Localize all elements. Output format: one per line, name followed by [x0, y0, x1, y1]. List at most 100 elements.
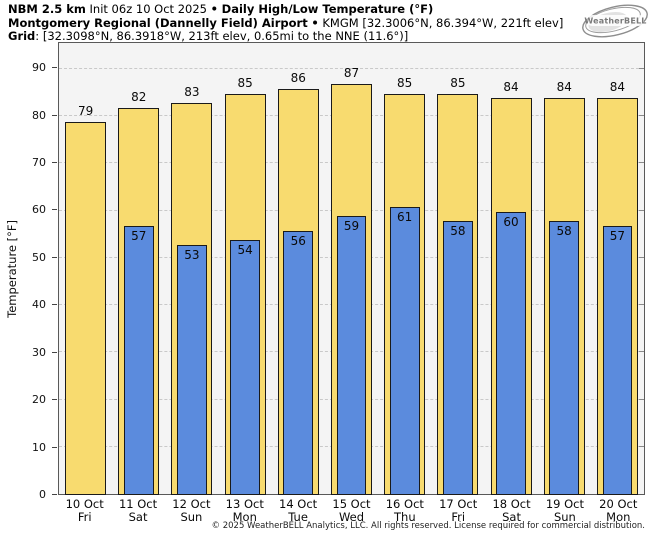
day-slot: 85 54	[219, 43, 272, 495]
y-tick-mark	[52, 351, 57, 353]
y-tick-mark	[52, 114, 57, 116]
x-tick-date: 20 Oct	[599, 497, 638, 511]
high-value-label: 86	[290, 70, 306, 85]
high-value-label: 83	[184, 85, 200, 100]
low-value-label: 57	[609, 228, 626, 243]
grid-line: Grid: [32.3098°N, 86.3918°W, 213ft elev,…	[8, 29, 563, 44]
x-axis: 10 Oct Fri 11 Oct Sat 12 Oct Sun 13 Oct Mon 14 O…	[58, 498, 645, 523]
low-bar: 61	[389, 206, 420, 495]
y-tick-label: 30	[32, 345, 46, 359]
footer: © 2025 WeatherBELL Analytics, LLC. All r…	[212, 521, 645, 531]
low-bar: 60	[496, 211, 526, 495]
x-tick-date: 19 Oct	[545, 497, 584, 511]
y-tick-mark	[52, 67, 57, 69]
low-value-label: 57	[131, 228, 147, 243]
day-slot: 85 61	[378, 43, 431, 495]
product-title: Daily High/Low Temperature (°F)	[221, 2, 434, 16]
logo-swirl-inner	[585, 6, 641, 34]
low-bar: 54	[230, 239, 260, 495]
right-tick-mark	[639, 304, 644, 306]
weatherbell-logo-text: WeatherBELL	[584, 17, 646, 26]
high-value-label: 84	[609, 80, 626, 95]
day-slot: 87 59	[325, 43, 378, 495]
high-value-label: 85	[237, 75, 253, 90]
low-value-label: 54	[237, 242, 253, 257]
right-tick-mark	[639, 256, 644, 258]
station-name: Montgomery Regional (Dannelly Field) Air…	[8, 15, 308, 30]
right-tick-mark	[639, 67, 644, 69]
y-tick-label: 90	[32, 61, 46, 75]
x-tick-date: 12 Oct	[172, 497, 211, 511]
copyright: © 2025 WeatherBELL Analytics, LLC. All r…	[211, 521, 645, 531]
weatherbell-logo: WeatherBELL	[582, 4, 648, 38]
high-value-label: 79	[77, 103, 94, 118]
x-axis-label: 18 Oct Sat	[485, 498, 538, 523]
x-axis-label: 13 Oct Mon	[218, 498, 271, 523]
x-tick-day: Sat	[502, 509, 521, 524]
x-axis-label: 11 Oct Sat	[111, 498, 164, 523]
day-slot: 82 57	[112, 43, 165, 495]
right-tick-mark	[639, 115, 644, 117]
x-axis-label: 20 Oct Mon	[592, 498, 645, 523]
high-value-label: 87	[343, 66, 360, 81]
y-tick-mark	[52, 161, 57, 163]
low-bar: 57	[123, 225, 154, 495]
high-value-label: 84	[503, 80, 519, 95]
x-tick-day: Sat	[128, 509, 148, 524]
low-value-label: 58	[556, 224, 572, 239]
x-tick-day: Fri	[451, 509, 466, 524]
high-value-label: 84	[556, 80, 572, 95]
y-tick-label: 80	[32, 108, 46, 122]
x-axis-label: 10 Oct Fri	[58, 498, 111, 523]
low-value-label: 56	[290, 233, 306, 248]
x-tick-date: 10 Oct	[65, 497, 104, 511]
x-axis-label: 15 Oct Wed	[325, 498, 378, 523]
high-value-label: 85	[397, 75, 413, 90]
y-tick-mark	[52, 399, 57, 401]
y-tick-label: 10	[32, 440, 46, 454]
day-slot: 84 57	[591, 43, 644, 495]
low-bar: 57	[602, 225, 633, 495]
x-tick-date: 13 Oct	[225, 497, 264, 511]
day-slot: 86 56	[272, 43, 325, 495]
y-tick-mark	[52, 256, 57, 258]
grid-label: Grid	[8, 29, 36, 43]
right-tick-mark	[639, 162, 644, 164]
high-value-label: 82	[131, 89, 147, 104]
y-tick-label: 50	[32, 250, 46, 264]
low-value-label: 60	[503, 214, 519, 229]
x-tick-date: 18 Oct	[492, 497, 531, 511]
x-tick-day: Wed	[338, 509, 365, 524]
right-tick-mark	[639, 209, 644, 211]
day-slot: 79	[59, 43, 112, 495]
title-separator: •	[210, 2, 218, 16]
low-value-label: 58	[450, 224, 466, 239]
day-slot: 84 58	[538, 43, 591, 495]
day-slot: 83 53	[165, 43, 218, 495]
day-slot: 84 60	[484, 43, 537, 495]
y-tick-mark	[52, 209, 57, 211]
low-bar: 58	[549, 221, 580, 495]
x-tick-day: Thu	[394, 509, 416, 524]
gridline	[59, 67, 644, 69]
low-value-label: 53	[184, 247, 200, 262]
low-value-label: 59	[343, 219, 360, 234]
x-tick-day: Fri	[77, 509, 92, 524]
right-tick-mark	[639, 351, 644, 353]
low-bar: 59	[336, 216, 367, 495]
init-time: Init 06z 10 Oct 2025	[89, 2, 207, 16]
y-axis: 0 10 20 30 40 50 60 70 80 90	[0, 42, 58, 501]
y-tick-mark	[52, 304, 57, 306]
model-name: NBM 2.5 km	[8, 2, 86, 16]
high-value-label: 85	[450, 75, 466, 90]
high-bar	[65, 121, 107, 495]
y-tick-mark	[52, 494, 57, 495]
station-meta: KMGM [32.3006°N, 86.394°W, 221ft elev]	[322, 15, 564, 30]
plot-area: 79 82 57 83 53 85 54 86 56 87 59 85 61 85 58 84 60 84 58 84…	[58, 42, 645, 495]
y-tick-label: 0	[39, 488, 46, 501]
x-axis-label: 19 Oct Sun	[538, 498, 591, 523]
x-tick-date: 15 Oct	[332, 497, 371, 511]
x-axis-label: 16 Oct Thu	[378, 498, 431, 523]
right-tick-mark	[639, 398, 644, 400]
